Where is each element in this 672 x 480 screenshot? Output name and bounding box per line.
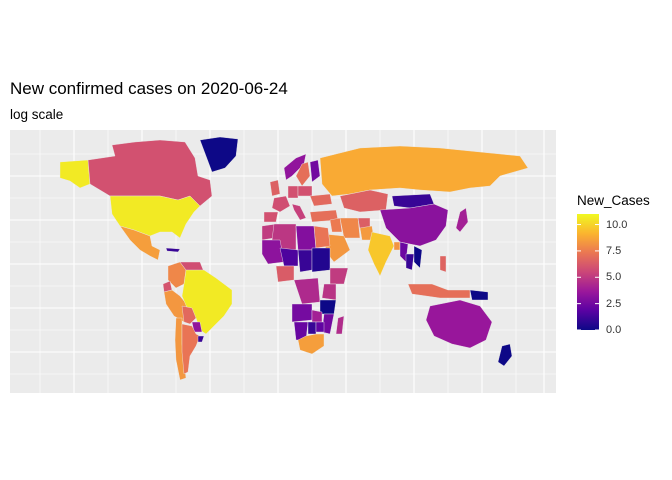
region-brazil — [181, 269, 233, 335]
legend-label: 7.5 — [606, 244, 622, 257]
region-thailand — [405, 253, 415, 271]
region-egypt — [313, 225, 331, 249]
region-ethiopia — [329, 267, 349, 285]
region-south-africa — [297, 333, 325, 355]
region-iraq — [329, 217, 343, 233]
region-mali — [261, 239, 285, 265]
region-angola — [291, 303, 313, 323]
region-kenya — [321, 283, 337, 301]
region-india — [367, 231, 395, 277]
legend-label: 2.5 — [606, 297, 622, 310]
region-libya — [295, 225, 317, 251]
region-madagascar — [335, 315, 345, 335]
region-japan — [455, 207, 469, 233]
region-new-zealand — [497, 343, 513, 367]
region-argentina — [181, 323, 201, 375]
legend-colorbar — [577, 214, 599, 330]
region-cuba — [165, 247, 181, 253]
region-greenland — [199, 136, 239, 173]
legend-label: 10.0 — [606, 218, 628, 231]
region-bangladesh — [393, 241, 401, 251]
region-vietnam — [413, 245, 423, 269]
region-italy — [291, 203, 307, 221]
region-united-kingdom — [269, 179, 281, 197]
region-zambia — [311, 309, 323, 323]
country-shapes — [59, 136, 529, 381]
region-germany — [287, 185, 299, 199]
region-france — [271, 195, 291, 213]
region-nigeria — [275, 265, 295, 283]
region-uruguay — [197, 335, 205, 343]
region-russia — [319, 145, 529, 197]
region-australia — [425, 299, 493, 349]
region-ukraine — [309, 193, 333, 207]
region-sweden — [295, 161, 311, 187]
region-papua-new-guinea — [469, 289, 489, 301]
region-spain — [263, 211, 279, 223]
region-finland — [309, 159, 321, 183]
region-niger — [279, 247, 299, 267]
region-poland — [297, 185, 313, 197]
region-zimbabwe — [315, 321, 325, 333]
region-iran — [339, 217, 361, 239]
region-botswana — [307, 321, 317, 335]
region-philippines — [439, 255, 447, 273]
legend-title: New_Cases — [577, 193, 650, 208]
plot-title: New confirmed cases on 2020-06-24 — [10, 79, 288, 98]
region-mexico — [119, 225, 161, 261]
region-china — [379, 203, 449, 247]
legend-ticks — [577, 224, 599, 331]
legend-label: 0.0 — [606, 324, 622, 336]
plot-subtitle: log scale — [10, 107, 64, 122]
legend-label: 5.0 — [606, 271, 622, 284]
region-indonesia — [407, 283, 471, 299]
region-sudan — [311, 247, 331, 273]
region-tanzania — [319, 299, 337, 315]
region-chad — [297, 249, 313, 273]
region-bolivia — [181, 305, 197, 325]
